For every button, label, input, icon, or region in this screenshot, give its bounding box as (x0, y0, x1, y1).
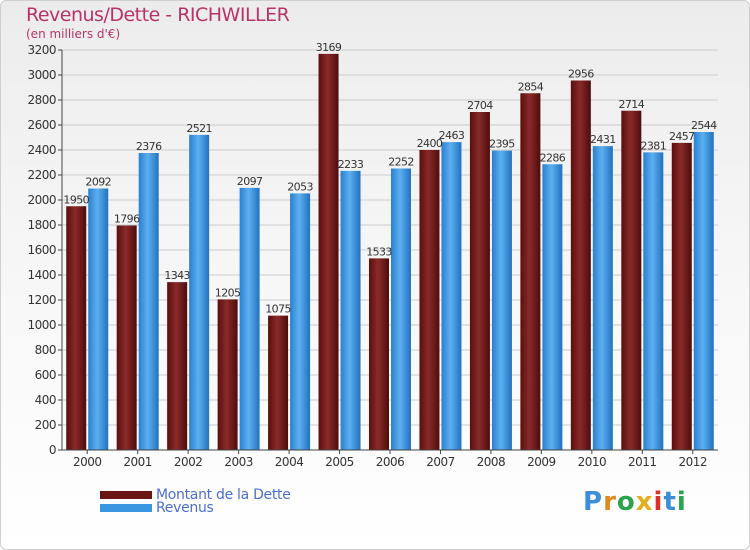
bar-revenus (542, 164, 563, 450)
bar-debt (217, 299, 238, 450)
logo-letter: i (676, 487, 687, 517)
data-label-debt: 1950 (63, 193, 89, 206)
bar-debt (268, 315, 289, 450)
x-tick-label: 2005 (325, 455, 354, 469)
legend-item-revenus: Revenus (100, 500, 214, 516)
y-tick-label: 400 (35, 393, 56, 407)
y-tick-label: 2000 (27, 193, 56, 207)
x-tick-label: 2001 (123, 455, 152, 469)
bar-debt (167, 282, 188, 450)
data-label-debt: 2714 (619, 98, 645, 111)
bar-revenus (340, 170, 361, 450)
bar-revenus (138, 153, 159, 450)
data-label-revenus: 2252 (388, 156, 414, 169)
data-label-revenus: 2463 (439, 129, 465, 142)
x-tick-label: 2004 (275, 455, 304, 469)
data-label-debt: 2400 (417, 137, 443, 150)
x-tick-label: 2003 (224, 455, 253, 469)
x-tick-label: 2010 (578, 455, 607, 469)
logo-letter: o (616, 487, 636, 517)
bar-debt (66, 206, 87, 450)
chart-title: Revenus/Dette - RICHWILLER (26, 4, 290, 26)
y-tick-label: 2200 (27, 168, 56, 182)
data-label-revenus: 2097 (237, 175, 263, 188)
x-tick-label: 2009 (527, 455, 556, 469)
y-tick-label: 0 (49, 443, 56, 457)
bar-revenus (693, 132, 714, 450)
y-tick-label: 1200 (27, 293, 56, 307)
x-tick-label: 2006 (376, 455, 405, 469)
y-tick-label: 3000 (27, 68, 56, 82)
x-tick-label: 2011 (628, 455, 657, 469)
x-tick-label: 2002 (174, 455, 203, 469)
legend-label-debt: Montant de la Dette (156, 487, 291, 503)
x-tick-label: 2000 (73, 455, 102, 469)
data-label-debt: 1205 (215, 286, 241, 299)
bar-debt (621, 110, 642, 450)
y-tick-label: 2800 (27, 93, 56, 107)
bar-revenus (239, 187, 260, 450)
data-label-debt: 1533 (366, 245, 392, 258)
bar-revenus (491, 150, 512, 450)
data-label-revenus: 2053 (287, 180, 313, 193)
data-label-debt: 2854 (518, 80, 544, 93)
legend-swatch-revenus (100, 504, 152, 512)
y-tick-label: 600 (35, 368, 56, 382)
data-label-debt: 3169 (316, 41, 342, 54)
y-tick-label: 2600 (27, 118, 56, 132)
data-label-revenus: 2431 (590, 133, 616, 146)
data-label-revenus: 2233 (338, 158, 364, 171)
data-label-revenus: 2092 (85, 176, 111, 189)
bar-debt (671, 142, 692, 450)
x-tick-label: 2007 (426, 455, 455, 469)
logo-letter: P (583, 487, 604, 517)
y-tick-label: 1600 (27, 243, 56, 257)
y-tick-label: 1800 (27, 218, 56, 232)
bar-debt (369, 258, 389, 450)
y-tick-label: 2400 (27, 143, 56, 157)
bar-revenus (643, 152, 664, 450)
x-tick-label: 2012 (678, 455, 707, 469)
y-tick-label: 1400 (27, 268, 56, 282)
y-tick-label: 200 (35, 418, 56, 432)
legend-item-debt: Montant de la Dette (100, 487, 291, 503)
data-label-revenus: 2286 (540, 151, 566, 164)
y-tick-label: 800 (35, 343, 56, 357)
bar-debt (116, 225, 137, 450)
data-label-debt: 2704 (467, 99, 493, 112)
bar-debt (520, 93, 541, 450)
data-label-revenus: 2395 (489, 138, 515, 151)
logo-letter: t (663, 487, 677, 517)
bar-revenus (189, 134, 210, 450)
bar-revenus (592, 146, 613, 450)
data-label-debt: 2457 (669, 130, 695, 143)
bar-debt (469, 112, 490, 450)
bar-revenus (441, 142, 462, 450)
data-label-revenus: 2544 (691, 119, 717, 132)
logo-letter: i (653, 487, 664, 517)
legend-swatch-debt (100, 491, 152, 499)
data-label-debt: 2956 (568, 68, 594, 81)
y-tick-label: 3200 (27, 43, 56, 57)
bar-revenus (88, 188, 109, 450)
data-label-debt: 1796 (114, 213, 140, 226)
data-label-debt: 1343 (164, 269, 190, 282)
bar-revenus (290, 193, 311, 450)
data-label-revenus: 2376 (136, 140, 162, 153)
bar-debt (570, 80, 591, 450)
bar-debt (318, 53, 339, 450)
chart-subtitle: (en milliers d'€) (26, 27, 121, 41)
logo-letter: r (603, 487, 617, 517)
bar-debt (419, 150, 440, 450)
proxiti-logo: Proxiti (583, 487, 687, 517)
data-label-debt: 1075 (265, 303, 291, 316)
y-tick-label: 1000 (27, 318, 56, 332)
logo-letter: x (635, 487, 654, 517)
data-label-revenus: 2381 (641, 139, 667, 152)
legend-label-revenus: Revenus (156, 500, 214, 516)
x-tick-label: 2008 (477, 455, 506, 469)
bar-revenus (391, 168, 411, 450)
data-label-revenus: 2521 (186, 122, 212, 135)
